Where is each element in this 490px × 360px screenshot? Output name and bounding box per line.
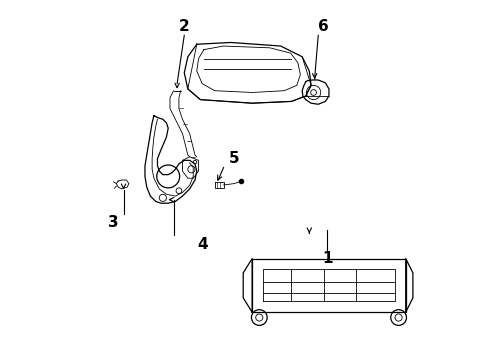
Text: 6: 6 [318,19,329,34]
Text: 2: 2 [179,19,190,34]
Text: 4: 4 [197,237,207,252]
Text: 3: 3 [107,215,118,230]
Text: 1: 1 [322,251,332,266]
Text: 5: 5 [229,151,240,166]
